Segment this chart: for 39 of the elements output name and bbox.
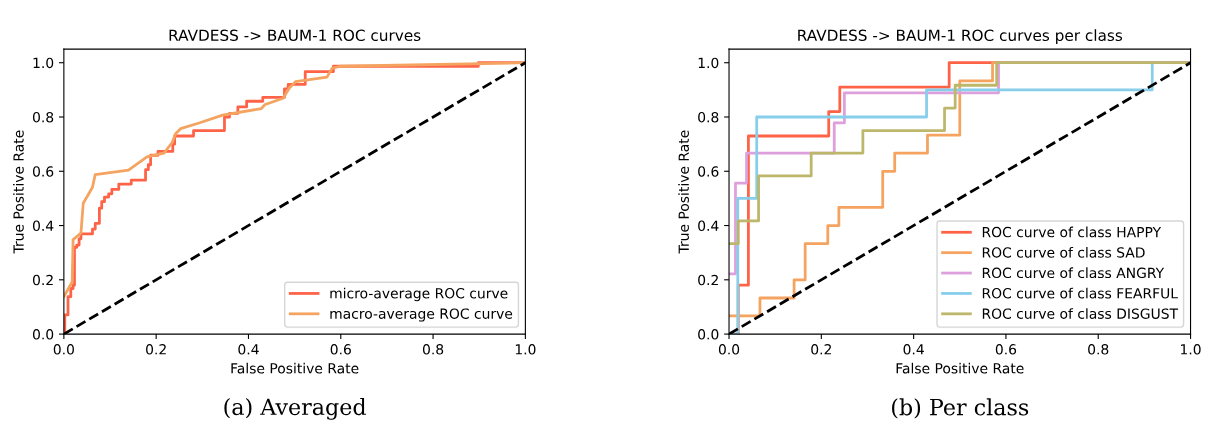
y-tick-label: 0.2 (32, 274, 53, 286)
y-tick-label: 0.8 (32, 111, 54, 123)
text: (a) Averaged (224, 397, 366, 420)
x-tick-label: 0.6 (995, 344, 1017, 355)
y-tick-label: 0.4 (32, 220, 54, 232)
y-tick-label: 0.0 (32, 329, 54, 340)
x-tick-label: 0.2 (146, 344, 166, 355)
y-tick-label: 1.0 (698, 57, 719, 69)
legend-label: ROC curve of class HAPPY (982, 226, 1162, 238)
legend-label: ROC curve of class SAD (982, 246, 1145, 258)
x-tick-label: 1.0 (1181, 344, 1201, 355)
x-tick-label: 0.0 (718, 344, 740, 355)
y-tick-label: 0.8 (698, 111, 719, 123)
legend-label: micro-average ROC curve (330, 287, 508, 302)
legend-label: ROC curve of class ANGRY (982, 267, 1165, 279)
y-tick-label: 0.6 (32, 166, 54, 177)
x-tick-label: 0.0 (53, 344, 74, 355)
x-tick-label: 0.6 (330, 344, 351, 355)
y-tick-label: 0.2 (698, 274, 718, 286)
x-tick-label: 0.4 (238, 344, 259, 355)
chart-title: RAVDESS -> BAUM-1 ROC curves (169, 29, 421, 42)
y-tick-label: 0.6 (698, 166, 719, 177)
y-tick-label: 0.0 (698, 329, 719, 340)
y-axis-title: True Positive Rate (678, 130, 689, 254)
x-tick-label: 0.2 (811, 344, 831, 355)
x-axis-title: False Positive Rate (231, 362, 359, 374)
y-axis-title: True Positive Rate (13, 130, 24, 254)
chart-title: RAVDESS -> BAUM-1 ROC curves per class (798, 29, 1123, 44)
x-tick-label: 1.0 (515, 344, 536, 355)
x-tick-label: 0.4 (903, 344, 924, 355)
x-axis-title: False Positive Rate (896, 362, 1024, 374)
x-tick-label: 0.8 (422, 344, 444, 355)
legend-label: macro-average ROC curve (330, 308, 513, 322)
x-tick-label: 0.8 (1088, 344, 1109, 355)
legend-label: ROC curve of class FEARFUL (982, 287, 1178, 299)
y-tick-label: 1.0 (33, 57, 54, 69)
y-tick-label: 0.4 (698, 220, 719, 232)
legend-label: ROC curve of class DISGUST (982, 308, 1179, 319)
text: (b) Per class (892, 398, 1029, 419)
